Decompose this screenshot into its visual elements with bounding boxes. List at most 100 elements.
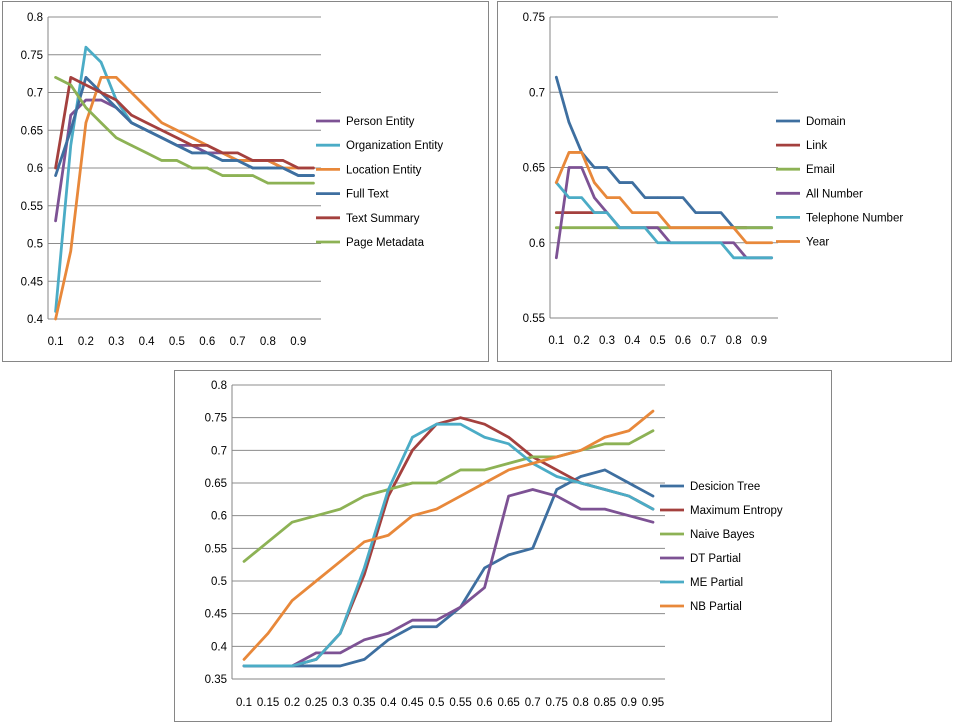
y-tick-label: 0.55 — [205, 543, 227, 555]
data-point — [99, 76, 103, 79]
data-point — [84, 83, 88, 87]
series-line-text-summary — [54, 76, 315, 170]
data-point — [618, 181, 621, 184]
x-tick-label: 0.25 — [305, 697, 327, 709]
x-tick-label: 0.3 — [108, 336, 124, 348]
data-point — [507, 462, 510, 465]
data-point — [251, 174, 254, 177]
data-point — [160, 129, 163, 132]
data-point — [206, 144, 209, 147]
series-line-location-entity — [54, 76, 315, 321]
data-point — [707, 211, 710, 214]
legend-label: Full Text — [346, 189, 389, 201]
data-point — [580, 211, 583, 214]
gridlines — [550, 16, 778, 319]
x-tick-label: 0.5 — [169, 336, 185, 348]
series-year — [554, 151, 774, 245]
series-telephone-number — [554, 181, 774, 260]
legend-label: Naive Bayes — [690, 529, 755, 541]
data-point — [483, 423, 486, 426]
y-tick-label: 0.75 — [205, 413, 227, 425]
data-point — [631, 181, 634, 184]
data-point — [694, 241, 697, 244]
data-point — [435, 423, 438, 426]
x-tick-label: 0.75 — [546, 697, 568, 709]
data-point — [567, 211, 571, 214]
x-tick-label: 0.4 — [139, 336, 156, 348]
x-tick-label: 0.6 — [477, 697, 493, 709]
data-point — [314, 579, 318, 583]
data-point — [757, 256, 761, 259]
x-tick-label: 0.1 — [48, 336, 64, 348]
data-point — [435, 507, 438, 511]
data-point — [555, 468, 558, 472]
data-point — [555, 494, 558, 498]
legend-label: Page Metadata — [346, 237, 425, 249]
data-point — [603, 436, 607, 439]
data-point — [130, 113, 133, 117]
y-tick-label: 0.6 — [529, 238, 545, 250]
data-point — [719, 241, 723, 244]
data-point — [651, 521, 655, 524]
y-tick-label: 0.8 — [27, 12, 43, 24]
data-point — [290, 664, 294, 668]
data-point — [221, 174, 224, 177]
data-point — [603, 507, 607, 511]
x-tick-label: 0.45 — [401, 697, 423, 709]
data-point — [297, 174, 300, 177]
data-point — [656, 226, 659, 229]
legend-label: Location Entity — [346, 164, 422, 176]
data-point — [531, 462, 534, 465]
data-point — [745, 241, 748, 244]
data-point — [681, 241, 685, 244]
data-point — [84, 76, 88, 79]
data-point — [314, 664, 318, 668]
series-line-link — [554, 211, 748, 230]
series-maximum-entropy — [242, 416, 655, 668]
chart-entity-features: 0.4 0.45 0.5 0.55 0.6 0.65 0.7 0.75 0.8 0.1 0.2 0.3… — [2, 1, 489, 362]
data-point — [483, 468, 486, 472]
x-tick-label: 0.2 — [78, 336, 94, 348]
data-point — [54, 174, 57, 177]
y-tick-label: 0.65 — [205, 478, 227, 490]
series-line-year — [554, 151, 774, 245]
x-tick-label: 0.3 — [599, 335, 615, 347]
data-point — [651, 507, 655, 511]
chart-classifier-comparison: 0.35 0.4 0.45 0.5 0.55 0.6 0.65 0.7 0.75 0.8 0.1 0.… — [174, 370, 832, 722]
data-point — [483, 436, 486, 439]
data-point — [242, 658, 246, 661]
data-point — [555, 181, 558, 184]
series-line-desicion-tree — [242, 468, 655, 668]
data-point — [593, 166, 596, 169]
data-point — [281, 181, 285, 185]
data-point — [175, 144, 179, 147]
series-line-me-partial — [242, 422, 655, 668]
data-point — [507, 494, 510, 498]
legend-label: Organization Entity — [346, 140, 443, 152]
data-point — [69, 113, 72, 117]
x-tick-label: 0.7 — [700, 335, 716, 347]
data-point — [681, 226, 685, 229]
x-tick-label: 0.55 — [449, 697, 471, 709]
data-point — [339, 560, 342, 563]
x-tick-label: 0.2 — [284, 697, 300, 709]
data-point — [281, 166, 285, 170]
series-line-telephone-number — [554, 181, 774, 260]
data-point — [643, 196, 647, 199]
data-point — [593, 196, 596, 199]
data-point — [363, 573, 366, 576]
data-point — [669, 241, 672, 244]
data-point — [579, 449, 583, 452]
data-point — [580, 226, 583, 229]
data-point — [175, 129, 179, 132]
data-point — [190, 136, 194, 139]
data-point — [643, 211, 647, 214]
data-point — [339, 507, 342, 511]
data-point — [266, 664, 270, 668]
x-tick-label: 0.7 — [525, 697, 541, 709]
data-point — [567, 226, 571, 229]
data-point — [99, 91, 103, 94]
data-point — [312, 174, 315, 177]
data-point — [603, 488, 607, 491]
chart-entity-features-plot: 0.4 0.45 0.5 0.55 0.6 0.65 0.7 0.75 0.8 0.1 0.2 0.3… — [21, 12, 444, 348]
